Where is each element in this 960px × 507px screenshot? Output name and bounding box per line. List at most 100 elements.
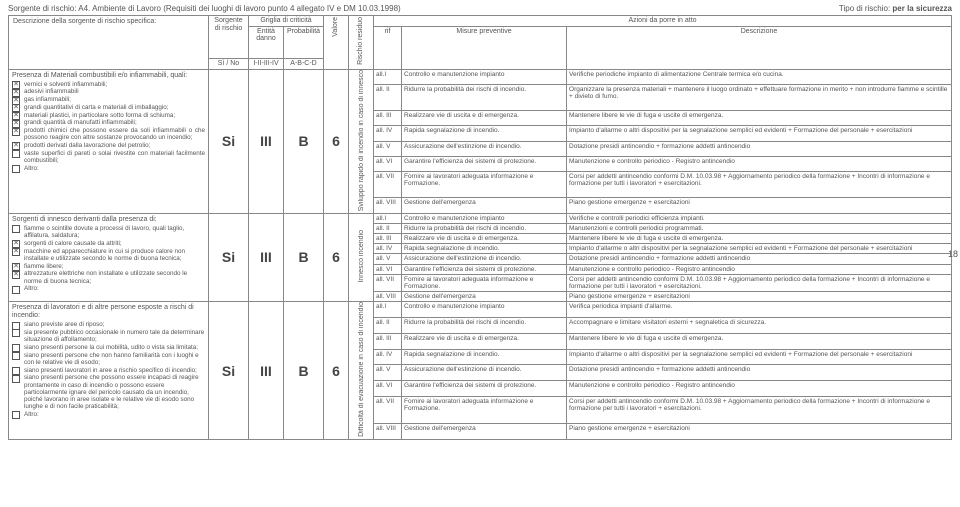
action-description: Verifiche periodiche impianto di aliment… bbox=[567, 69, 952, 84]
preventive-measure: Ridurre la probabilità dei rischi di inc… bbox=[402, 223, 567, 233]
risk-item: grandi quantitativi di carta e materiali… bbox=[12, 104, 205, 111]
col-prob-header: Probabilità bbox=[284, 26, 324, 58]
risk-item: materiali plastici, in particolare sotto… bbox=[12, 112, 205, 119]
action-description: Corsi per addetti antincendio conformi D… bbox=[567, 274, 952, 291]
measure-ref: all. VII bbox=[374, 172, 402, 198]
preventive-measure: Realizzare vie di uscita e di emergenza. bbox=[402, 234, 567, 244]
val-value: 6 bbox=[324, 69, 349, 213]
risk-description-title: Presenza di Materiali combustibili e/o i… bbox=[12, 72, 205, 80]
action-description: Impianto d'allarme o altri dispositivi p… bbox=[567, 349, 952, 365]
page-header: Sorgente di rischio: A4. Ambiente di Lav… bbox=[8, 4, 952, 13]
risk-description-title: Sorgenti di innesco derivanti dalla pres… bbox=[12, 216, 205, 224]
preventive-measure: Ridurre la probabilità dei rischi di inc… bbox=[402, 317, 567, 333]
measure-ref: all. VIII bbox=[374, 198, 402, 213]
risk-description-cell: Presenza di Materiali combustibili e/o i… bbox=[9, 69, 209, 213]
risk-item: Altro: bbox=[12, 285, 205, 292]
table-row: Presenza di lavoratori e di altre person… bbox=[9, 302, 952, 318]
risk-item: fiamme o scintille dovute a processi di … bbox=[12, 225, 205, 239]
measure-ref: all. VIII bbox=[374, 291, 402, 301]
risk-item: prodotti derivati dalla lavorazione del … bbox=[12, 142, 205, 149]
action-description: Corsi per addetti antincendio conformi D… bbox=[567, 397, 952, 424]
preventive-measure: Rapida segnalazione di incendio. bbox=[402, 244, 567, 254]
risk-item-list: siano previste aree di riposo;sia presen… bbox=[12, 321, 205, 418]
action-description: Piano gestione emergenze + esercitazioni bbox=[567, 291, 952, 301]
col-ent-header: Entità danno bbox=[249, 26, 284, 58]
risk-item: siano presenti persone la cui mobilità, … bbox=[12, 344, 205, 351]
measure-ref: all. IV bbox=[374, 244, 402, 254]
action-description: Piano gestione emergenze + esercitazioni bbox=[567, 198, 952, 213]
col-mis-header: Misure preventive bbox=[402, 26, 567, 69]
preventive-measure: Gestione dell'emergenza bbox=[402, 424, 567, 440]
prob-value: B bbox=[284, 213, 324, 301]
action-description: Manutenzioni e controlli periodici progr… bbox=[567, 223, 952, 233]
header-source-text: Ambiente di Lavoro (Requisiti dei luoghi… bbox=[92, 4, 401, 13]
measure-ref: all. V bbox=[374, 254, 402, 264]
risk-item: sia presente pubblico occasionale in num… bbox=[12, 329, 205, 343]
action-description: Piano gestione emergenze + esercitazioni bbox=[567, 424, 952, 440]
preventive-measure: Garantire l'efficienza dei sistemi di pr… bbox=[402, 156, 567, 171]
action-description: Manutenzione e controllo periodico - Reg… bbox=[567, 156, 952, 171]
residual-risk-cell: Innesco incendio bbox=[349, 213, 374, 301]
action-description: Manutenzione e controllo periodico - Reg… bbox=[567, 381, 952, 397]
residual-risk-label: Innesco incendio bbox=[358, 230, 365, 283]
measure-ref: all. V bbox=[374, 365, 402, 381]
measure-ref: all. II bbox=[374, 223, 402, 233]
risk-item: macchine ed apparecchiature in cui si pr… bbox=[12, 248, 205, 262]
measure-ref: all. V bbox=[374, 141, 402, 156]
preventive-measure: Garantire l'efficienza dei sistemi di pr… bbox=[402, 264, 567, 274]
action-description: Corsi per addetti antincendio conformi D… bbox=[567, 172, 952, 198]
measure-ref: all. II bbox=[374, 317, 402, 333]
risk-item: Altro: bbox=[12, 165, 205, 172]
measure-ref: all. IV bbox=[374, 349, 402, 365]
risk-item: attrezzature elettriche non installate e… bbox=[12, 270, 205, 284]
measure-ref: all. IV bbox=[374, 126, 402, 141]
val-value: 6 bbox=[324, 213, 349, 301]
col-prob-sub: A-B-C-D bbox=[284, 58, 324, 69]
preventive-measure: Rapida segnalazione di incendio. bbox=[402, 349, 567, 365]
measure-ref: all.I bbox=[374, 302, 402, 318]
measure-ref: all. III bbox=[374, 111, 402, 126]
col-grid-header: Griglia di criticità bbox=[249, 16, 324, 27]
action-description: Manutenzione e controllo periodico - Reg… bbox=[567, 264, 952, 274]
preventive-measure: Assicurazione dell'estinzione di incendi… bbox=[402, 365, 567, 381]
header-source-label: Sorgente di rischio: bbox=[8, 4, 76, 13]
preventive-measure: Assicurazione dell'estinzione di incendi… bbox=[402, 141, 567, 156]
preventive-measure: Ridurre la probabilità dei rischi di inc… bbox=[402, 84, 567, 110]
measure-ref: all. VI bbox=[374, 264, 402, 274]
risk-item: grandi quantità di manufatti infiammabil… bbox=[12, 119, 205, 126]
page-number: 18 bbox=[948, 249, 958, 259]
risk-description-cell: Sorgenti di innesco derivanti dalla pres… bbox=[9, 213, 209, 301]
preventive-measure: Controllo e manutenzione impianto bbox=[402, 69, 567, 84]
measure-ref: all. VII bbox=[374, 397, 402, 424]
ent-value: III bbox=[249, 69, 284, 213]
preventive-measure: Controllo e manutenzione impianto bbox=[402, 302, 567, 318]
risk-item: fiamme libere; bbox=[12, 263, 205, 270]
residual-risk-cell: Difficoltà di evacuazione in caso di inc… bbox=[349, 302, 374, 440]
preventive-measure: Fornire ai lavoratori adeguata informazi… bbox=[402, 397, 567, 424]
risk-item: adesivi infiammabili bbox=[12, 88, 205, 95]
risk-item-list: vernici e solventi infiammabili;adesivi … bbox=[12, 81, 205, 172]
header-type: Tipo di rischio: per la sicurezza bbox=[839, 4, 952, 13]
preventive-measure: Garantire l'efficienza dei sistemi di pr… bbox=[402, 381, 567, 397]
risk-description-cell: Presenza di lavoratori e di altre person… bbox=[9, 302, 209, 440]
measure-ref: all.I bbox=[374, 69, 402, 84]
measure-ref: all. VI bbox=[374, 381, 402, 397]
action-description: Accompagnare e limitare visitatori ester… bbox=[567, 317, 952, 333]
preventive-measure: Controllo e manutenzione impianto bbox=[402, 213, 567, 223]
risk-item: siano presenti persone che possono esser… bbox=[12, 374, 205, 410]
action-description: Mantenere libere le vie di fuga e uscite… bbox=[567, 111, 952, 126]
col-ent-sub: I-II-III-IV bbox=[249, 58, 284, 69]
risk-item: gas infiammabili; bbox=[12, 96, 205, 103]
measure-ref: all. III bbox=[374, 234, 402, 244]
measure-ref: all.I bbox=[374, 213, 402, 223]
risk-item: vernici e solventi infiammabili; bbox=[12, 81, 205, 88]
src-value: Si bbox=[209, 302, 249, 440]
risk-item-list: fiamme o scintille dovute a processi di … bbox=[12, 225, 205, 293]
risk-assessment-page: Sorgente di rischio: A4. Ambiente di Lav… bbox=[0, 0, 960, 507]
col-src-sub: Sì / No bbox=[209, 58, 249, 69]
action-description: Mantenere libere le vie di fuga e uscite… bbox=[567, 333, 952, 349]
measure-ref: all. VI bbox=[374, 156, 402, 171]
preventive-measure: Rapida segnalazione di incendio. bbox=[402, 126, 567, 141]
val-value: 6 bbox=[324, 302, 349, 440]
measure-ref: all. III bbox=[374, 333, 402, 349]
